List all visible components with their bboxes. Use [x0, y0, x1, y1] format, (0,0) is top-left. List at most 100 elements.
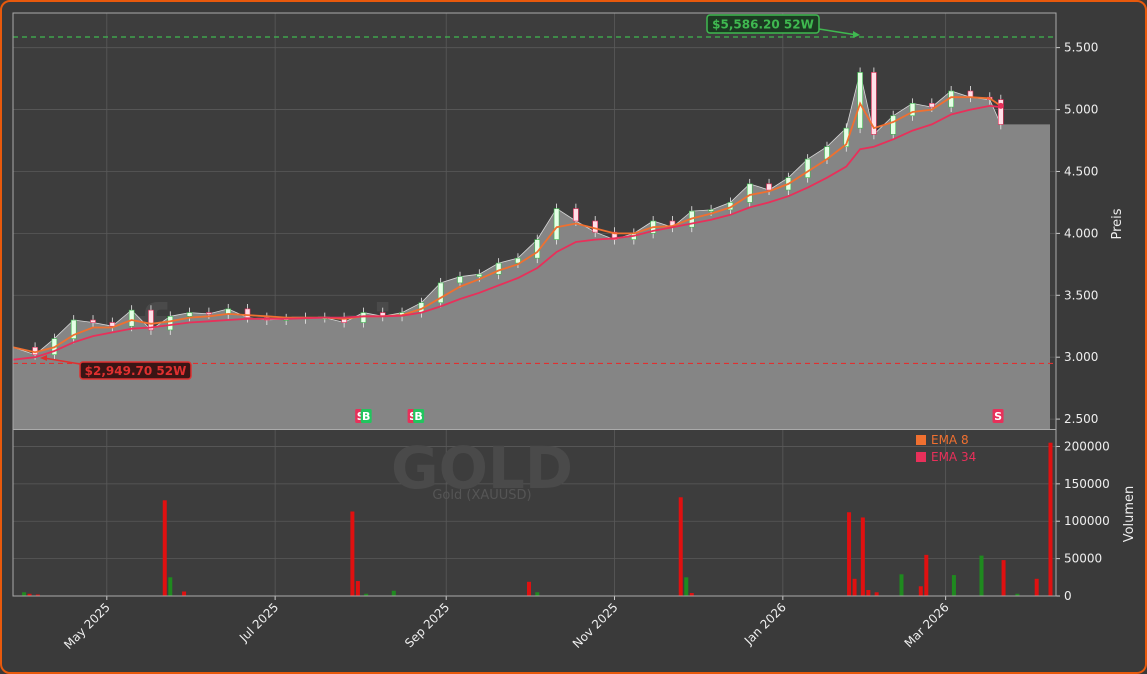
volume-bar — [168, 577, 173, 596]
volume-tick-label: 150000 — [1064, 477, 1110, 491]
high-annotation: $5,586.20 52W — [706, 14, 860, 38]
volume-bar — [899, 574, 904, 596]
candle-body — [871, 72, 877, 135]
low-annotation-box — [79, 361, 192, 380]
candle-body — [476, 273, 483, 278]
volume-bar — [678, 497, 683, 596]
watermark-name: Gold (XAUUSD) — [432, 488, 531, 503]
volume-bar — [355, 581, 360, 596]
price-tick-label: 4.000 — [1064, 226, 1098, 240]
candle-body — [515, 257, 521, 264]
volume-tick-label: 0 — [1064, 589, 1072, 603]
signal-badge — [413, 409, 425, 423]
volume-bar — [35, 594, 40, 596]
price-axis-label: Preis — [1110, 208, 1125, 239]
candle-body — [206, 312, 212, 315]
x-tick-label: Mar 2026 — [902, 600, 952, 650]
volume-bar — [1015, 593, 1020, 596]
volume-bar — [1048, 442, 1053, 596]
watermark-symbol: GOLD — [391, 434, 573, 502]
candle-body — [998, 99, 1004, 125]
signal-label: S — [994, 410, 1002, 423]
candle-body — [167, 316, 174, 331]
volume-bar — [852, 578, 857, 596]
volume-bar — [1034, 578, 1039, 596]
volume-bar — [350, 511, 355, 596]
high-annotation-box — [706, 14, 820, 34]
volume-bar — [1001, 560, 1006, 596]
volume-bar — [391, 590, 396, 596]
candle-body — [708, 209, 714, 212]
x-tick-label: Nov 2025 — [570, 600, 621, 651]
candle-body — [128, 309, 135, 327]
price-tick-label: 3.000 — [1064, 350, 1098, 364]
volume-bar — [918, 586, 923, 596]
candle-body — [244, 308, 251, 318]
signal-badge — [992, 409, 1004, 423]
candle-body — [592, 220, 599, 233]
volume-bar — [860, 517, 865, 596]
volume-bar — [874, 592, 879, 596]
volume-tick-label: 100000 — [1064, 514, 1110, 528]
candle-body — [553, 208, 560, 240]
x-tick-label: Jan 2026 — [741, 600, 789, 648]
candle-body — [109, 322, 116, 327]
legend: EMA 8 EMA 34 — [916, 433, 976, 464]
legend-swatch-ema8 — [916, 435, 926, 445]
candle-body — [857, 72, 863, 129]
candle-body — [909, 103, 916, 117]
candle-body — [70, 319, 77, 339]
volume-axis-label: Volumen — [1122, 486, 1137, 543]
volume-bar — [364, 593, 369, 596]
volume-bar — [847, 512, 852, 596]
candle-body — [766, 183, 772, 191]
x-tick-label: May 2025 — [61, 600, 113, 652]
ema-end-dot — [997, 102, 1004, 109]
candle-body — [573, 208, 579, 222]
candle-body — [495, 262, 502, 275]
candle-body — [437, 282, 444, 304]
signal-label: B — [414, 410, 422, 423]
volume-bar — [924, 554, 929, 596]
candle-body — [90, 319, 96, 323]
volume-bar — [866, 590, 871, 596]
volume-bar — [27, 593, 32, 596]
low-annotation: $2,949.70 52W — [40, 355, 192, 380]
volume-bar — [951, 575, 956, 596]
ema-line — [12, 96, 1002, 354]
candle-body — [457, 276, 463, 284]
candle-body — [186, 312, 193, 317]
legend-ema34: EMA 34 — [931, 450, 976, 464]
close-area — [13, 72, 1050, 430]
volume-panel — [13, 430, 1056, 596]
volume-bar — [689, 593, 694, 596]
low-annotation-label: $2,949.70 52W — [85, 364, 187, 378]
legend-swatch-ema34 — [916, 452, 926, 462]
candle-body — [804, 158, 811, 178]
price-tick-label: 2.500 — [1064, 412, 1098, 426]
candle-body — [929, 103, 935, 108]
volume-bar — [22, 592, 27, 596]
candle-body — [360, 312, 367, 323]
x-tick-label: Sep 2025 — [402, 600, 452, 650]
volume-bar — [182, 591, 187, 596]
candle-body — [890, 115, 897, 135]
legend-ema8: EMA 8 — [931, 433, 969, 447]
volume-tick-label: 50000 — [1064, 552, 1102, 566]
candle-body — [611, 231, 618, 240]
x-tick-label: Jul 2025 — [236, 600, 281, 645]
price-tick-label: 5.000 — [1064, 103, 1098, 117]
volume-bar — [684, 577, 689, 596]
plot-border — [12, 12, 1057, 597]
high-annotation-label: $5,586.20 52W — [712, 18, 814, 32]
volume-tick-label: 200000 — [1064, 439, 1110, 453]
price-tick-label: 5.500 — [1064, 41, 1098, 55]
volume-bar — [526, 581, 531, 596]
signal-badge — [360, 409, 372, 423]
candle-body — [967, 90, 974, 98]
signal-label: B — [362, 410, 370, 423]
volume-bar — [979, 555, 984, 596]
ema-line — [12, 104, 1001, 361]
